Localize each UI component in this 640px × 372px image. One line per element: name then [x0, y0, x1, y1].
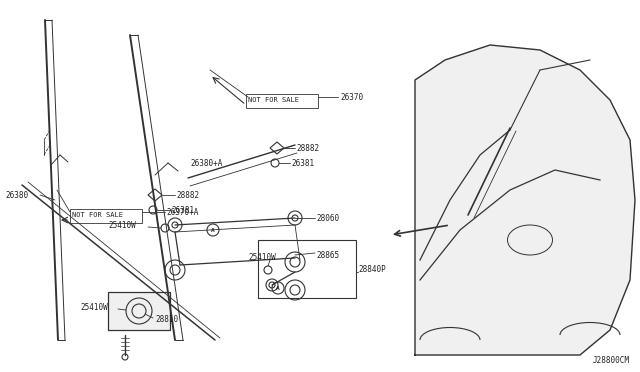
Text: 28810: 28810 [155, 315, 178, 324]
Text: 26370+A: 26370+A [166, 208, 198, 217]
Bar [108, 292, 170, 330]
Text: 28060: 28060 [316, 214, 339, 222]
Text: A: A [211, 228, 215, 232]
Text: 26370: 26370 [340, 93, 363, 102]
Text: NOT FOR SALE: NOT FOR SALE [72, 212, 123, 218]
Text: 25410W: 25410W [80, 304, 108, 312]
Bar [246, 94, 318, 108]
Text: 25410W: 25410W [248, 253, 276, 263]
Bar [70, 209, 142, 223]
Bar [258, 240, 356, 298]
Text: 28865: 28865 [316, 250, 339, 260]
Text: 26380: 26380 [5, 190, 28, 199]
Text: 26381: 26381 [291, 158, 314, 167]
Text: 26381: 26381 [171, 205, 194, 215]
Text: NOT FOR SALE: NOT FOR SALE [248, 97, 299, 103]
Text: 26380+A: 26380+A [190, 158, 222, 167]
Text: 25410W: 25410W [108, 221, 136, 230]
Polygon shape [415, 45, 635, 355]
Text: J28800CM: J28800CM [593, 356, 630, 365]
Text: 28882: 28882 [296, 144, 319, 153]
Text: 28840P: 28840P [358, 266, 386, 275]
Text: A: A [276, 285, 280, 291]
Text: 28882: 28882 [176, 190, 199, 199]
